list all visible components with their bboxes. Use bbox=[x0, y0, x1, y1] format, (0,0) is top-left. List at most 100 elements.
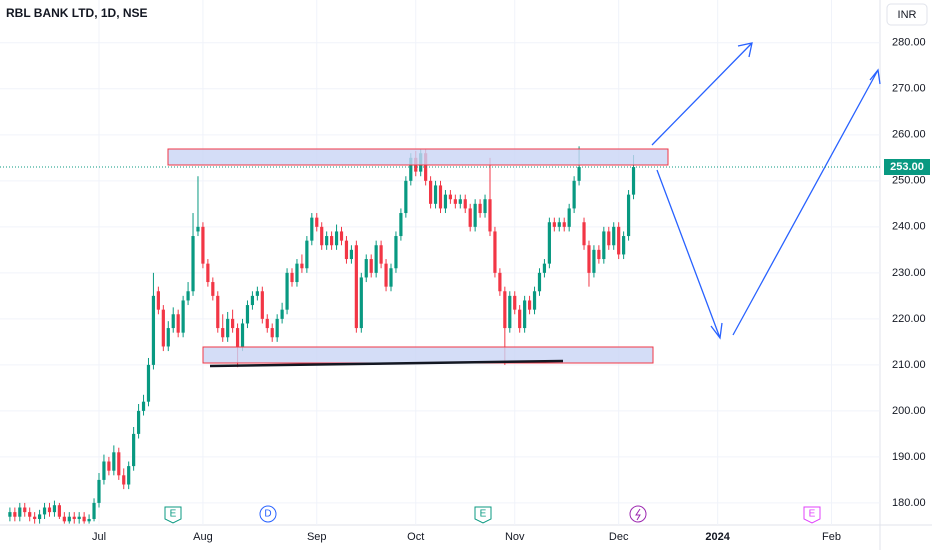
x-tick-label: Dec bbox=[609, 531, 629, 543]
earnings-icon[interactable] bbox=[803, 506, 821, 524]
candle-body bbox=[592, 249, 596, 273]
candle-body bbox=[597, 249, 601, 260]
candle-body bbox=[488, 199, 492, 232]
candle-body bbox=[226, 318, 230, 338]
candle-body bbox=[97, 479, 101, 503]
candle-body bbox=[117, 452, 121, 476]
candle-body bbox=[562, 222, 566, 227]
candle-body bbox=[587, 245, 591, 273]
candle-body bbox=[468, 208, 472, 227]
candle-body bbox=[404, 180, 408, 214]
candle-body bbox=[231, 318, 235, 329]
candle-body bbox=[557, 222, 561, 227]
candle-body bbox=[572, 180, 576, 209]
candle-body bbox=[409, 157, 413, 181]
candle-body bbox=[151, 295, 156, 365]
candle-body bbox=[607, 231, 611, 246]
x-tick-label: Oct bbox=[407, 531, 424, 543]
y-tick-label: 240.00 bbox=[892, 221, 926, 233]
candle-body bbox=[201, 226, 205, 264]
candle-body bbox=[537, 272, 542, 292]
candle-body bbox=[349, 249, 354, 260]
candle-body bbox=[582, 222, 586, 246]
dividend-icon[interactable] bbox=[259, 505, 277, 523]
y-tick-label: 260.00 bbox=[892, 129, 926, 141]
candle-body bbox=[443, 194, 448, 209]
candle-body bbox=[448, 194, 452, 200]
candle-body bbox=[433, 185, 438, 204]
candle-body bbox=[265, 318, 269, 329]
y-tick-label: 280.00 bbox=[892, 37, 926, 49]
candle-body bbox=[250, 295, 255, 306]
candle-body bbox=[92, 502, 96, 520]
chart-title: RBL BANK LTD, 1D, NSE bbox=[6, 6, 148, 20]
candle-body bbox=[428, 180, 433, 204]
candle-body bbox=[270, 328, 274, 338]
candle-body bbox=[47, 507, 52, 513]
candle-body bbox=[146, 364, 151, 402]
x-tick-label: Nov bbox=[505, 531, 525, 543]
candle-body bbox=[577, 167, 581, 181]
candle-body bbox=[206, 263, 210, 283]
candle-body bbox=[310, 217, 314, 241]
candle-body bbox=[513, 295, 517, 310]
candle-body bbox=[221, 328, 225, 338]
candle-body bbox=[295, 263, 299, 283]
event-label: E bbox=[480, 509, 487, 520]
candle-body bbox=[37, 514, 42, 520]
candle-body bbox=[132, 433, 136, 467]
candle-body bbox=[216, 295, 220, 329]
currency-label[interactable]: INR bbox=[898, 9, 917, 21]
candle-body bbox=[290, 272, 294, 283]
candle-body bbox=[67, 516, 71, 522]
y-tick-label: 180.00 bbox=[892, 497, 926, 509]
candle-body bbox=[458, 199, 462, 204]
y-tick-label: 190.00 bbox=[892, 451, 926, 463]
split-icon[interactable] bbox=[629, 505, 647, 523]
candle-body bbox=[359, 277, 363, 329]
candle-body bbox=[161, 309, 165, 347]
lightning bbox=[635, 508, 641, 521]
candle-body bbox=[127, 466, 131, 485]
candle-body bbox=[122, 475, 126, 485]
arrows bbox=[651, 42, 881, 340]
candle-body bbox=[626, 194, 631, 237]
currency-button[interactable] bbox=[886, 3, 928, 26]
candle-body bbox=[156, 291, 160, 310]
candle-body bbox=[42, 507, 47, 515]
candle-body bbox=[72, 516, 76, 520]
candle-body bbox=[463, 199, 467, 209]
event-icons: E D E E bbox=[164, 505, 821, 524]
candle-body bbox=[102, 461, 106, 480]
candle-body bbox=[52, 505, 57, 513]
candle-body bbox=[112, 452, 116, 471]
earnings-icon[interactable] bbox=[474, 506, 492, 524]
candle-body bbox=[473, 203, 477, 227]
candle-body bbox=[280, 309, 284, 319]
last-price-badge bbox=[884, 159, 930, 175]
event-label: D bbox=[264, 509, 271, 520]
arrow-up-2 bbox=[732, 68, 881, 336]
candle-body bbox=[483, 199, 487, 214]
candle-body bbox=[453, 199, 457, 204]
candle-body bbox=[171, 314, 175, 329]
candle-body bbox=[305, 240, 309, 269]
candle-body bbox=[334, 231, 339, 246]
candle-body bbox=[552, 222, 556, 227]
candle-body bbox=[77, 516, 81, 520]
trend-line bbox=[209, 359, 564, 368]
candle-body bbox=[181, 300, 185, 333]
candle-body bbox=[240, 323, 245, 347]
candle-body bbox=[28, 512, 32, 517]
candle-body bbox=[330, 236, 334, 246]
x-tick-label: 2024 bbox=[705, 531, 730, 543]
candle-body bbox=[493, 231, 497, 273]
candle-body bbox=[255, 291, 259, 296]
candles bbox=[8, 146, 636, 524]
candle-body bbox=[285, 272, 289, 310]
earnings-icon[interactable] bbox=[164, 506, 182, 524]
y-tick-label: 230.00 bbox=[892, 267, 926, 279]
candle-body bbox=[527, 300, 532, 310]
candle-body bbox=[211, 282, 215, 296]
